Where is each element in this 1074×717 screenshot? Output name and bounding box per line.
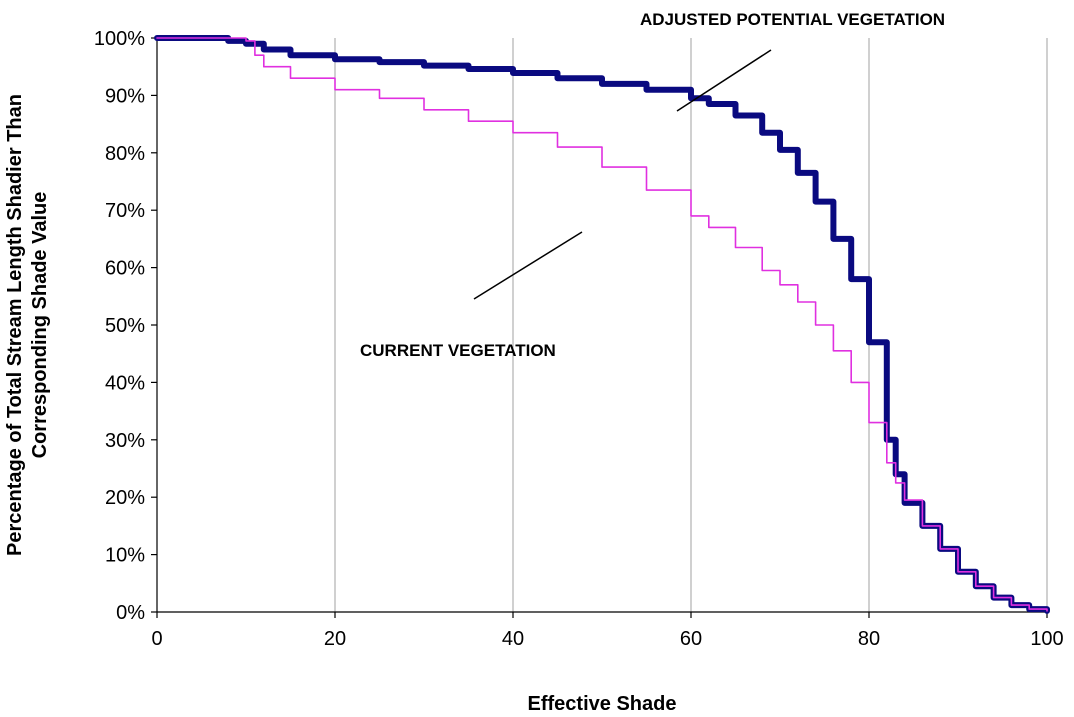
x-tick-label-0: 0 <box>151 628 162 650</box>
annotation-layer: ADJUSTED POTENTIAL VEGETATION CURRENT VE… <box>360 10 945 360</box>
series-line-adjusted-potential-vegetation <box>154 35 1050 614</box>
y-tick-label-40: 40% <box>105 372 145 394</box>
series-line-current-vegetation <box>156 37 1048 612</box>
current-vegetation-label: CURRENT VEGETATION <box>360 341 556 360</box>
series-layer <box>154 35 1050 614</box>
x-tick-label-100: 100 <box>1030 628 1063 650</box>
current-vegetation-leader-line <box>473 231 583 300</box>
y-tick-label-0: 0% <box>116 602 145 624</box>
x-tick-label-60: 60 <box>680 628 702 650</box>
y-tick-label-80: 80% <box>105 143 145 165</box>
y-tick-label-100: 100% <box>94 28 145 50</box>
x-tick-label-80: 80 <box>858 628 880 650</box>
y-tick-label-60: 60% <box>105 258 145 280</box>
y-axis-title-line1: Percentage of Total Stream Length Shadie… <box>4 94 26 556</box>
y-tick-label-20: 20% <box>105 487 145 509</box>
adjusted-potential-vegetation-leader-line <box>676 49 772 112</box>
x-tick-label-40: 40 <box>502 628 524 650</box>
grid-layer <box>334 38 1048 612</box>
y-tick-label-30: 30% <box>105 430 145 452</box>
x-axis-title: Effective Shade <box>528 693 677 715</box>
x-tick-label-20: 20 <box>324 628 346 650</box>
y-tick-label-10: 10% <box>105 545 145 567</box>
adjusted-potential-vegetation-label: ADJUSTED POTENTIAL VEGETATION <box>640 10 945 29</box>
y-tick-label-70: 70% <box>105 200 145 222</box>
y-tick-label-90: 90% <box>105 85 145 107</box>
axes-layer: 0 20 40 60 80 100 0% 10% 20% 30% 40% 50% 60% 70% 80% 90… <box>94 28 1064 650</box>
y-axis-title-line2: Corresponding Shade Value <box>29 192 51 459</box>
y-tick-label-50: 50% <box>105 315 145 337</box>
